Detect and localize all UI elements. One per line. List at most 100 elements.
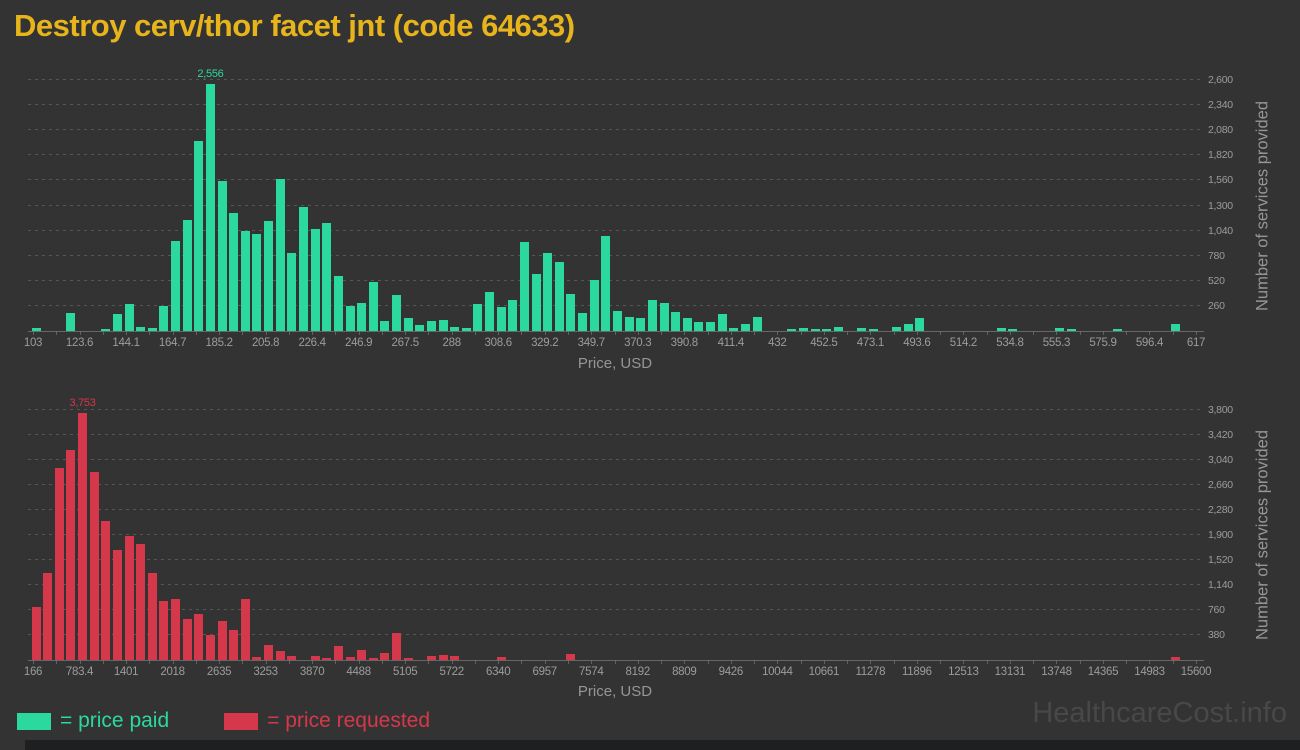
y-tick-label: 380 xyxy=(1208,629,1225,641)
axis-tickmark xyxy=(567,660,569,664)
axis-tickmark xyxy=(172,331,174,335)
requested-bar xyxy=(78,413,88,660)
x-tick-label: 2635 xyxy=(206,666,232,678)
axis-tickmark xyxy=(242,660,244,664)
y-tick-label: 2,660 xyxy=(1208,479,1233,491)
x-tick-label: 14365 xyxy=(1087,666,1119,678)
x-tick-label: 185.2 xyxy=(205,337,233,349)
x-tick-label: 452.5 xyxy=(810,337,838,349)
axis-tickmark xyxy=(126,331,128,335)
axis-tickmark xyxy=(358,331,360,335)
y-tick-label: 520 xyxy=(1208,274,1225,287)
axis-tickmark xyxy=(1172,660,1174,664)
axis-tickmark xyxy=(265,331,267,335)
paid-bar xyxy=(182,219,192,331)
axis-tickmark xyxy=(521,660,523,664)
y-tick-label: 3,040 xyxy=(1208,454,1233,466)
axis-tickmark xyxy=(963,660,965,664)
y-tick-label: 1,040 xyxy=(1208,224,1233,237)
paid-bar xyxy=(601,235,611,331)
axis-tickmark xyxy=(1009,660,1011,664)
x-tick-label: 9426 xyxy=(718,666,744,678)
gridline xyxy=(28,459,1204,460)
x-tick-label: 11896 xyxy=(902,666,932,678)
x-tick-label: 267.5 xyxy=(391,337,420,349)
gridline xyxy=(28,434,1204,435)
axis-tickmark xyxy=(893,331,895,335)
requested-bar xyxy=(333,645,343,660)
requested-bar xyxy=(450,656,460,660)
requested-bar xyxy=(496,657,506,660)
paid-bar xyxy=(136,326,146,331)
gridline xyxy=(28,154,1204,156)
axis-tickmark xyxy=(126,660,128,664)
paid-bar xyxy=(1171,324,1181,331)
x-axis-line xyxy=(28,331,1204,332)
axis-tickmark xyxy=(614,660,616,664)
axis-tickmark xyxy=(1102,660,1104,664)
axis-tickmark xyxy=(405,660,407,664)
x-tick-label: 15600 xyxy=(1180,666,1212,678)
axis-tickmark xyxy=(451,331,453,335)
paid-bar xyxy=(403,317,413,331)
requested-bar xyxy=(438,655,448,660)
paid-bar xyxy=(333,275,343,331)
x-tick-label: 13748 xyxy=(1041,666,1072,678)
paid-bar xyxy=(729,327,739,331)
x-tick-label: 8192 xyxy=(625,666,651,678)
x-tick-label: 3253 xyxy=(253,666,278,678)
paid-bar xyxy=(694,322,704,331)
axis-tickmark xyxy=(800,331,802,335)
paid-bar xyxy=(636,317,646,331)
y-tick-label: 3,420 xyxy=(1208,429,1233,441)
paid-bar xyxy=(857,327,867,331)
paid-bar xyxy=(810,329,820,331)
gridline xyxy=(28,229,1204,231)
y-tick-label: 2,340 xyxy=(1208,99,1233,112)
gridline xyxy=(28,129,1204,131)
paid-bar xyxy=(345,306,355,331)
axis-tickmark xyxy=(56,331,58,335)
paid-bar xyxy=(1008,329,1018,331)
peak-value-label: 2,556 xyxy=(197,68,224,81)
axis-tickmark xyxy=(754,660,756,664)
paid-bar xyxy=(438,320,448,331)
axis-tickmark xyxy=(823,331,825,335)
axis-tickmark xyxy=(637,660,639,664)
requested-bar xyxy=(380,653,390,660)
axis-tickmark xyxy=(242,331,244,335)
axis-tickmark xyxy=(335,660,337,664)
requested-bar xyxy=(368,658,378,660)
paid-bar xyxy=(357,303,367,331)
paid-bar xyxy=(392,294,402,331)
paid-bar xyxy=(659,302,669,331)
axis-tickmark xyxy=(288,331,290,335)
requested-bar xyxy=(229,630,239,660)
axis-tickmark xyxy=(707,660,709,664)
axis-tickmark xyxy=(916,331,918,335)
y-tick-label: 1,300 xyxy=(1208,199,1233,212)
axis-tickmark xyxy=(637,331,639,335)
axis-tickmark xyxy=(800,660,802,664)
x-tick-label: 349.7 xyxy=(577,337,606,349)
gridline xyxy=(28,534,1204,535)
y-tick-label: 780 xyxy=(1208,249,1225,262)
paid-bar xyxy=(217,181,227,331)
paid-bar xyxy=(171,241,181,331)
x-tick-label: 5105 xyxy=(392,666,418,678)
y-tick-label: 1,560 xyxy=(1208,174,1233,187)
gridline xyxy=(28,204,1204,206)
requested-bar xyxy=(217,621,227,660)
axis-tickmark xyxy=(405,331,407,335)
axis-tickmark xyxy=(1149,331,1151,335)
axis-tickmark xyxy=(288,660,290,664)
paid-bar xyxy=(496,307,506,331)
x-tick-label: 10661 xyxy=(808,666,840,678)
requested-bar xyxy=(205,634,215,660)
axis-tickmark xyxy=(1033,660,1035,664)
paid-bar xyxy=(205,84,215,331)
requested-bar xyxy=(66,450,76,660)
paid-bar xyxy=(508,300,518,331)
x-tick-label: 10044 xyxy=(762,666,793,678)
